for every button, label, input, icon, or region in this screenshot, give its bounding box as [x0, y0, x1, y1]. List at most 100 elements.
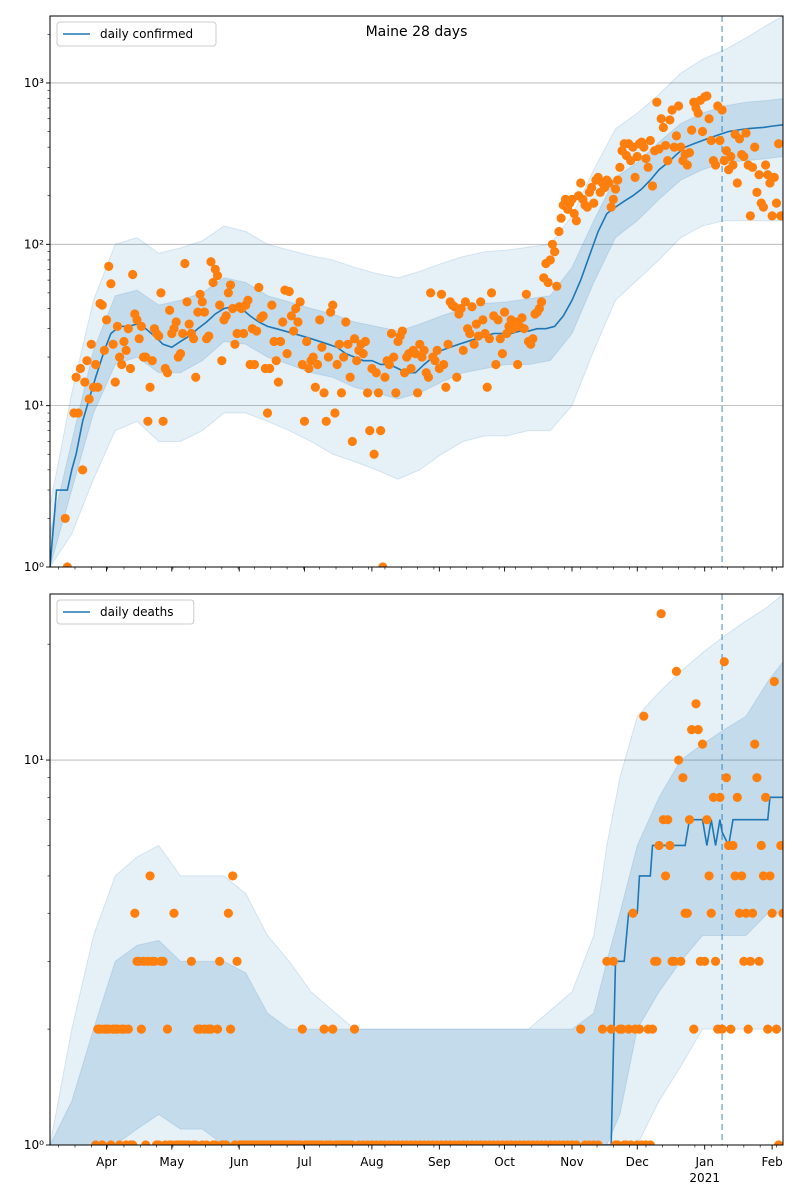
- x-tick-sublabel: 2021: [689, 1171, 720, 1185]
- data-point: [297, 1024, 307, 1034]
- data-point: [82, 356, 92, 366]
- data-point: [141, 1140, 151, 1145]
- data-point: [517, 313, 527, 323]
- data-point: [652, 97, 662, 107]
- data-point: [608, 956, 618, 966]
- data-point: [471, 319, 481, 329]
- data-point: [528, 334, 538, 344]
- data-point: [84, 394, 94, 404]
- data-point: [223, 288, 233, 298]
- data-point: [687, 125, 697, 135]
- data-point: [136, 321, 146, 331]
- data-point: [334, 339, 344, 349]
- legend-box: [56, 599, 195, 625]
- x-ticks: [58, 1145, 777, 1150]
- data-point: [293, 317, 303, 327]
- data-point: [278, 317, 288, 327]
- data-point: [745, 956, 755, 966]
- data-point: [769, 676, 779, 687]
- x-tick-label: Jan: [694, 1155, 714, 1169]
- legend-box: [56, 21, 217, 47]
- data-point: [323, 352, 334, 362]
- data-point: [332, 359, 342, 370]
- data-point: [154, 331, 164, 341]
- data-point: [706, 135, 716, 146]
- data-point: [304, 363, 314, 374]
- data-point: [519, 324, 529, 334]
- data-point: [75, 363, 86, 374]
- data-point: [299, 416, 310, 426]
- data-point: [267, 300, 277, 310]
- data-point: [71, 372, 81, 382]
- data-point: [273, 377, 283, 387]
- data-point: [389, 352, 399, 362]
- data-point: [341, 317, 351, 327]
- data-point: [732, 792, 742, 802]
- data-point: [663, 156, 673, 166]
- data-point: [225, 280, 236, 290]
- data-point: [412, 388, 423, 398]
- data-points: [91, 609, 783, 1145]
- data-point: [469, 339, 479, 349]
- data-point: [232, 956, 242, 966]
- data-point: [656, 114, 666, 124]
- data-point: [669, 142, 679, 152]
- chart-title: Maine 28 days: [366, 24, 468, 40]
- data-point: [123, 324, 133, 334]
- data-point: [175, 349, 186, 359]
- data-point: [391, 388, 401, 398]
- data-point: [765, 871, 775, 881]
- data-point: [745, 211, 755, 221]
- data-point: [704, 871, 714, 881]
- data-point: [117, 359, 127, 370]
- data-point: [349, 1024, 360, 1034]
- data-point: [121, 345, 131, 356]
- data-point: [204, 331, 214, 341]
- data-point: [663, 815, 673, 825]
- x-tick-label: Feb: [761, 1155, 782, 1169]
- band-outer: [50, 16, 783, 567]
- data-point: [626, 156, 636, 166]
- data-point: [275, 336, 286, 347]
- data-point: [128, 269, 138, 280]
- data-point: [258, 311, 268, 321]
- legend-label: daily deaths: [100, 605, 173, 619]
- data-point: [752, 187, 762, 197]
- data-point: [754, 170, 764, 180]
- data-point: [693, 108, 703, 118]
- data-point: [106, 1140, 116, 1145]
- data-point: [60, 513, 70, 524]
- data-point: [737, 871, 747, 881]
- data-point: [482, 382, 492, 392]
- data-point: [217, 356, 227, 366]
- data-point: [589, 198, 599, 208]
- data-point: [349, 334, 360, 344]
- data-point: [752, 773, 762, 783]
- data-point: [456, 303, 466, 314]
- data-point: [697, 739, 708, 749]
- data-point: [684, 148, 695, 158]
- data-point: [693, 724, 703, 735]
- data-point: [776, 840, 783, 851]
- data-point: [763, 1024, 773, 1034]
- axes-frame: [49, 15, 784, 568]
- data-point: [710, 160, 721, 170]
- data-point: [134, 334, 144, 344]
- plot-area: [50, 594, 783, 1145]
- data-point: [676, 956, 686, 966]
- data-point: [452, 372, 462, 382]
- data-point: [747, 908, 758, 918]
- x-tick-label: Apr: [96, 1155, 117, 1169]
- band-inner: [50, 660, 783, 1145]
- data-point: [330, 408, 340, 418]
- data-point: [673, 101, 684, 111]
- data-point: [243, 295, 253, 305]
- data-point: [513, 359, 523, 370]
- data-point: [750, 739, 760, 749]
- data-point: [467, 302, 477, 312]
- data-point: [710, 956, 721, 966]
- data-point: [143, 416, 153, 426]
- data-point: [721, 773, 732, 783]
- data-point: [700, 956, 710, 966]
- y-tick-label: 10³: [24, 76, 44, 90]
